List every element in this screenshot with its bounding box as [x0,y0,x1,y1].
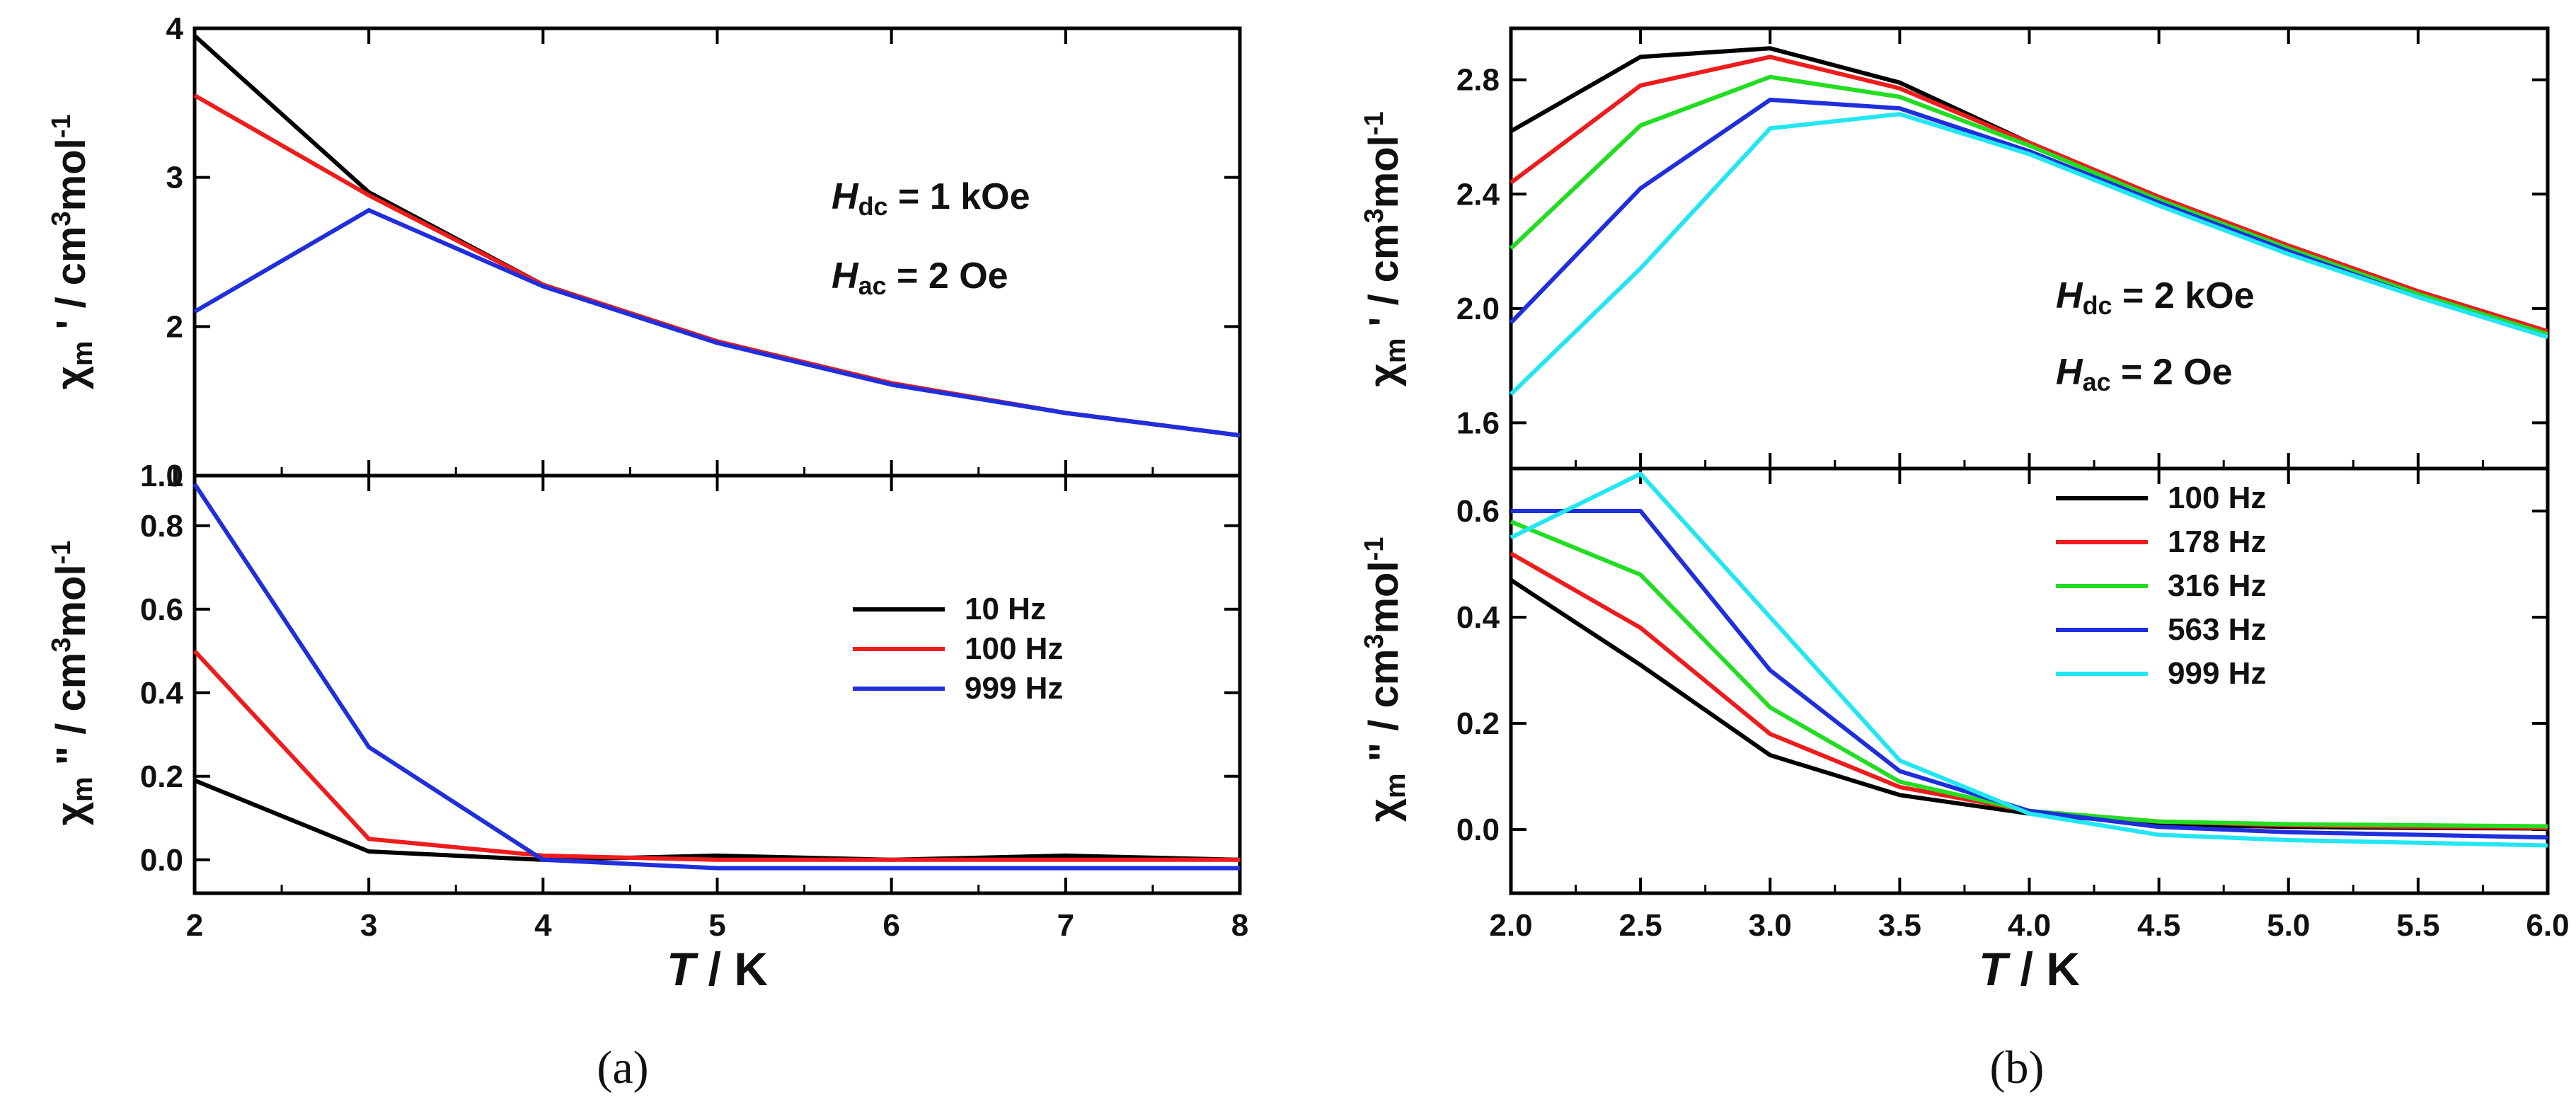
series-line-316-hz [1509,74,2548,337]
x-tick-label: 7 [1057,908,1074,943]
y-tick-label: 0.8 [140,509,183,544]
annotation: Hac = 2 Oe [832,256,1008,300]
y-tick-label: 3 [166,161,183,195]
x-tick-label: 5.5 [2396,908,2439,943]
series-line-999-hz [193,208,1241,438]
y-tick-label: 0.2 [140,759,183,794]
plot-frame [192,473,1242,895]
x-tick-label: 6 [882,908,899,943]
x-tick-label: 2 [186,908,203,943]
series-line-563-hz [1509,98,2548,340]
series-line-100-hz [192,649,1240,862]
legend-label: 999 Hz [965,671,1063,706]
x-tick-label: 3.5 [1878,908,1921,943]
y-tick-label: 0.6 [140,592,183,627]
x-tick-label: 5.0 [2267,908,2310,943]
y-tick-label: 2.0 [1456,292,1500,326]
series-line-178-hz [1510,551,2548,830]
x-tick-label: 4.5 [2137,908,2180,943]
y-tick-label: 0.6 [1456,494,1500,529]
y-axis-label: χm ' / cm3mol-1 [47,114,98,389]
legend-label: 100 Hz [965,631,1063,666]
panel-label-a: (a) [597,1042,648,1094]
series-line-999-hz [1509,112,2548,396]
panel-b-top: 1.6 2.0 2.4 2.8 χm ' / cm3mol-1 Hdc = 2 kOe Ha… [1359,26,2550,471]
series-line-10-hz [192,34,1241,438]
x-tick-label: 3 [360,908,377,943]
y-tick-label: 0.0 [1456,813,1500,847]
series-line-316-hz [1510,520,2548,829]
y-tick-label: 0.0 [140,843,183,878]
y-tick-label: 2 [166,309,183,344]
panel-a-top: 1.01 2 3 4 χm ' / cm3mol-1 Hdc = 1 kOe Hac = 2… [47,11,1242,493]
legend-label: 316 Hz [2168,568,2266,603]
annotation: Hac = 2 Oe [2056,352,2233,396]
y-tick-label: 4 [166,11,184,46]
annotation: Hdc = 1 kOe [832,176,1030,221]
x-tick-label: 8 [1231,908,1248,943]
y-tick-label: 1 [166,459,183,493]
legend-label: 178 Hz [2168,524,2266,559]
x-axis-label: T / K [1979,943,2080,995]
series-line-100-hz [193,93,1241,438]
series-line-563-hz [1511,509,2548,840]
series-line-10-hz [193,778,1241,862]
y-axis-label: χm " / cm3mol-1 [47,541,98,826]
y-axis-label: χm ' / cm3mol-1 [1359,111,1411,386]
y-tick-label: 0.4 [1456,600,1500,635]
panel-label-b: (b) [1990,1042,2045,1094]
x-tick-label: 5 [708,908,725,943]
x-tick-label: 2.0 [1489,908,1532,943]
x-tick-label: 2.5 [1619,908,1662,943]
legend-label: 999 Hz [2168,656,2266,691]
legend-label: 100 Hz [2168,481,2266,515]
plot-frame [1509,26,2550,471]
series-line-100-hz [1510,578,2548,831]
x-tick-label: 6.0 [2526,908,2569,943]
panel-a-bottom: 2 3 4 5 6 7 8 0.0 0.2 0.4 0.6 0.8 χm " / cm3mol-1 T /… [47,473,1248,995]
annotation: Hdc = 2 kOe [2056,275,2255,320]
y-axis-label: χm " / cm3mol-1 [1359,537,1411,822]
y-tick-label: 1.0 [140,459,183,493]
series-line-999-hz [192,483,1240,871]
legend-label: 563 Hz [2168,612,2266,647]
y-tick-label: 1.6 [1456,406,1500,440]
y-tick-label: 2.4 [1456,177,1500,212]
y-tick-label: 2.8 [1456,63,1500,98]
y-tick-label: 0.2 [1456,706,1500,741]
x-tick-label: 4.0 [2008,908,2051,943]
legend-label: 10 Hz [965,592,1046,626]
series-line-999-hz [1510,471,2548,848]
x-axis-label: T / K [667,943,768,995]
x-tick-label: 3.0 [1749,908,1792,943]
y-tick-label: 0.4 [140,676,184,711]
plot-frame [192,26,1242,478]
panel-b-bottom: 2.0 2.5 3.0 3.5 4.0 4.5 5.0 5.5 6.0 0.0 0.2 0.4 0.6 χ… [1359,466,2570,995]
series-line-178-hz [1510,54,2548,333]
x-tick-label: 4 [534,908,552,943]
